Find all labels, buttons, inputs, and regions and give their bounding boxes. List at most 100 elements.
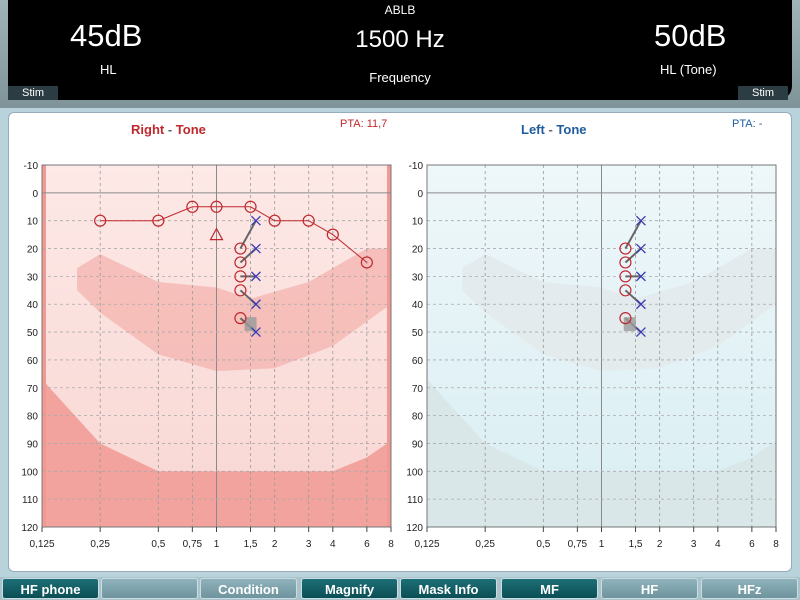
threshold-line: [100, 206, 368, 263]
threshold-circle-marker: [360, 256, 373, 269]
x-tick-label: 8: [388, 539, 394, 550]
balance-reference-marker: [619, 312, 632, 325]
test-mode-label: ABLB: [384, 3, 416, 17]
frequency-label: Frequency: [369, 70, 431, 85]
threshold-circle-marker: [152, 214, 165, 227]
left-chart-title: Left - Tone: [521, 122, 587, 137]
y-tick-label: 70: [412, 384, 424, 395]
right-ear-label: Right: [131, 122, 165, 137]
threshold-circle-marker: [268, 214, 281, 227]
upper-region-band: [462, 248, 776, 372]
function-key-condition[interactable]: Condition: [200, 578, 297, 599]
x-tick-label: 8: [773, 539, 779, 550]
balance-reference-marker: [619, 256, 632, 269]
current-level-marker: [623, 317, 636, 332]
x-tick-label: 0,125: [414, 539, 439, 550]
lower-region-band: [427, 379, 776, 527]
function-key-hf[interactable]: HF: [601, 578, 698, 599]
y-tick-label: 110: [22, 495, 38, 506]
threshold-circle-marker: [186, 200, 199, 213]
current-level-marker: [244, 317, 257, 332]
x-tick-label: 6: [364, 539, 370, 550]
function-key-mf[interactable]: MF: [501, 578, 598, 599]
y-tick-label: 0: [32, 189, 38, 200]
threshold-circle-marker: [210, 200, 223, 213]
y-tick-label: 70: [27, 384, 39, 395]
balance-test-marker: [635, 299, 646, 310]
edge-band-right: [387, 165, 391, 527]
upper-region-band: [77, 248, 391, 372]
x-tick-label: 0,25: [475, 539, 495, 550]
x-tick-label: 4: [330, 539, 336, 550]
stim-indicator-right: Stim: [738, 86, 788, 100]
left-level-value: 45dB: [70, 18, 143, 53]
function-key-hfz[interactable]: HFz: [701, 578, 798, 599]
balance-test-marker: [250, 215, 261, 226]
x-tick-label: 0,75: [568, 539, 588, 550]
x-tick-label: 1: [214, 539, 220, 550]
balance-reference-marker: [619, 270, 632, 283]
right-level-unit: HL (Tone): [660, 62, 717, 77]
right-type-label: Tone: [175, 122, 206, 137]
y-tick-label: 100: [21, 467, 38, 478]
x-tick-label: 0,125: [29, 539, 54, 550]
lower-region-band: [42, 379, 391, 527]
y-tick-label: 40: [412, 300, 424, 311]
edge-band-left: [42, 165, 46, 527]
function-key-blank[interactable]: [101, 578, 198, 599]
y-tick-label: 110: [407, 495, 423, 506]
left-level-unit: HL: [100, 62, 117, 77]
x-tick-label: 2: [272, 539, 278, 550]
threshold-circle-marker: [302, 214, 315, 227]
y-tick-label: 10: [412, 217, 424, 228]
y-tick-label: 80: [412, 412, 424, 423]
x-tick-label: 1,5: [244, 539, 258, 550]
y-tick-label: 60: [412, 356, 424, 367]
x-tick-label: 0,5: [151, 539, 165, 550]
balance-test-marker: [635, 327, 646, 338]
left-type-label: Tone: [556, 122, 587, 137]
balance-test-marker: [250, 271, 261, 282]
y-tick-label: 60: [27, 356, 39, 367]
y-tick-label: 0: [417, 189, 423, 200]
balance-reference-marker: [234, 284, 247, 297]
x-tick-label: 6: [749, 539, 755, 550]
x-tick-label: 3: [691, 539, 697, 550]
y-tick-label: 40: [27, 300, 39, 311]
x-tick-label: 0,25: [90, 539, 110, 550]
y-tick-label: 120: [21, 523, 38, 534]
function-key-mask-info[interactable]: Mask Info: [400, 578, 497, 599]
threshold-circle-marker: [326, 228, 339, 241]
balance-test-marker: [635, 271, 646, 282]
threshold-circle-marker: [244, 200, 257, 213]
balance-reference-marker: [619, 284, 632, 297]
left-audiogram-chart[interactable]: -10 0 10 20 30 40 50 60 70 80 90 100 110 120 0,125 0,25…: [400, 152, 780, 560]
balance-reference-marker: [234, 242, 247, 255]
y-tick-label: -10: [409, 161, 424, 172]
threshold-triangle-marker: [209, 227, 224, 241]
x-tick-label: 2: [657, 539, 663, 550]
y-tick-label: 10: [27, 217, 39, 228]
threshold-circle-marker: [94, 214, 107, 227]
balance-reference-marker: [234, 270, 247, 283]
balance-reference-marker: [619, 242, 632, 255]
title-separator: -: [164, 122, 176, 137]
title-separator: -: [544, 122, 557, 137]
y-tick-label: -10: [24, 161, 39, 172]
left-ear-label: Left: [521, 122, 545, 137]
function-key-magnify[interactable]: Magnify: [301, 578, 398, 599]
x-tick-label: 0,75: [183, 539, 203, 550]
balance-test-marker: [250, 243, 261, 254]
function-key-hf-phone[interactable]: HF phone: [2, 578, 99, 599]
balance-test-marker: [635, 215, 646, 226]
right-level-value: 50dB: [654, 18, 727, 53]
level-display: ABLB 45dB HL 1500 Hz Frequency 50dB HL (…: [8, 0, 792, 100]
y-tick-label: 50: [27, 328, 39, 339]
x-tick-label: 1: [599, 539, 605, 550]
right-audiogram-chart[interactable]: -10 0 10 20 30 40 50 60 70 80 90 100 110 120 0,125 0,25…: [15, 152, 395, 560]
balance-test-marker: [250, 327, 261, 338]
y-tick-label: 80: [27, 412, 39, 423]
frequency-value: 1500 Hz: [355, 26, 445, 53]
y-tick-label: 20: [412, 245, 424, 256]
y-tick-label: 90: [412, 439, 424, 450]
